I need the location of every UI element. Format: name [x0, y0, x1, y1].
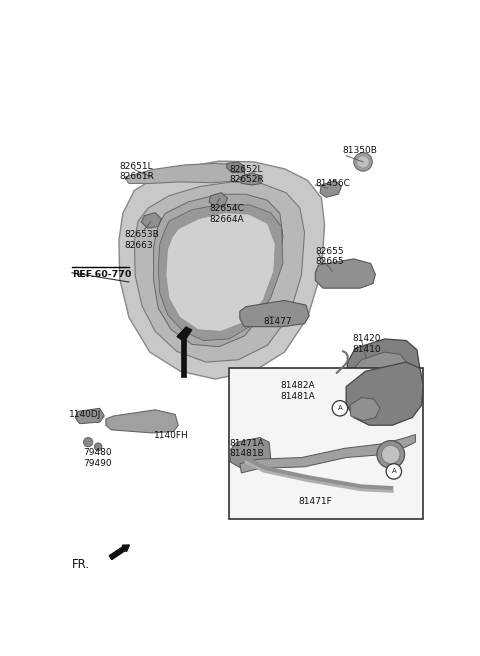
Text: 1140FH: 1140FH	[154, 430, 188, 440]
Text: 81420
81410: 81420 81410	[352, 335, 381, 354]
Polygon shape	[134, 182, 304, 362]
Polygon shape	[240, 173, 262, 185]
Text: A: A	[392, 468, 396, 474]
Text: 82653B
82663: 82653B 82663	[124, 230, 159, 250]
Text: 79480
79490: 79480 79490	[83, 448, 111, 468]
Polygon shape	[166, 213, 275, 331]
FancyArrow shape	[109, 545, 130, 560]
Text: 81456C: 81456C	[315, 179, 350, 188]
Polygon shape	[240, 434, 415, 473]
Polygon shape	[75, 408, 104, 424]
Polygon shape	[354, 352, 408, 399]
Circle shape	[94, 443, 102, 451]
Text: 82652L
82652R: 82652L 82652R	[229, 165, 264, 184]
Polygon shape	[141, 213, 161, 228]
Text: A: A	[337, 405, 342, 411]
Circle shape	[357, 155, 369, 168]
Text: 81471A
81481B: 81471A 81481B	[229, 439, 264, 459]
Polygon shape	[119, 161, 324, 379]
Polygon shape	[227, 162, 244, 173]
Polygon shape	[106, 410, 178, 433]
Text: 1140DJ: 1140DJ	[69, 410, 101, 419]
Polygon shape	[346, 362, 423, 425]
Polygon shape	[177, 327, 192, 342]
Circle shape	[332, 401, 348, 416]
Polygon shape	[229, 438, 271, 468]
Polygon shape	[209, 193, 228, 207]
Polygon shape	[154, 194, 283, 346]
Polygon shape	[180, 339, 186, 377]
Circle shape	[84, 438, 93, 447]
Text: REF.60-770: REF.60-770	[72, 270, 132, 279]
Text: 81477: 81477	[263, 318, 291, 327]
Circle shape	[354, 153, 372, 171]
Polygon shape	[124, 163, 244, 184]
Text: 81350B: 81350B	[342, 146, 377, 155]
Polygon shape	[320, 180, 341, 197]
Polygon shape	[158, 204, 283, 340]
Circle shape	[386, 464, 402, 479]
Circle shape	[377, 441, 405, 468]
FancyBboxPatch shape	[229, 368, 423, 519]
Text: FR.: FR.	[72, 558, 90, 571]
Text: 82655
82665: 82655 82665	[315, 247, 344, 266]
Text: 81471F: 81471F	[299, 497, 332, 506]
Circle shape	[382, 445, 400, 464]
Text: 81482A
81481A: 81482A 81481A	[280, 381, 314, 401]
Text: 82654C
82664A: 82654C 82664A	[210, 204, 244, 224]
Polygon shape	[346, 339, 420, 408]
Polygon shape	[315, 259, 375, 288]
Polygon shape	[240, 300, 309, 327]
Polygon shape	[350, 398, 380, 420]
Text: 82651L
82661R: 82651L 82661R	[119, 162, 154, 181]
